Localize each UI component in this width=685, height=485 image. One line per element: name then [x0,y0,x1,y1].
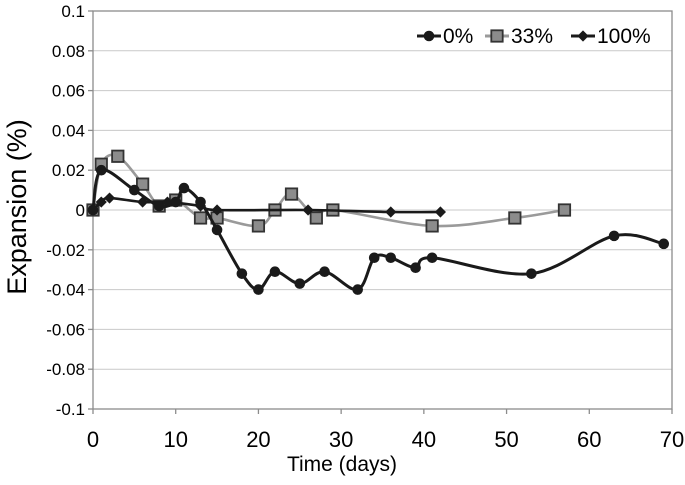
data-point-0pct [253,284,264,295]
series-line-100pct [91,196,442,214]
y-tick-label: 0.04 [52,121,85,140]
data-point-100pct [434,206,446,218]
data-point-33pct [193,211,208,225]
data-point-33pct [309,211,323,225]
legend-marker-33pct [490,29,504,43]
data-point-0pct [95,164,107,176]
y-tick-labels: 0.1 0.08 0.06 0.04 0.02 0 -0.02 -0.04 -0.06 -0.08… [46,2,85,419]
data-point-0pct [211,224,223,236]
series-0pct [87,164,670,295]
x-tick-label: 70 [660,427,684,452]
data-point-100pct [194,200,207,212]
data-point-0pct [352,284,363,295]
data-point-0pct [153,200,165,212]
data-point-33pct [557,203,572,217]
legend-item-0pct: 0% [417,25,473,48]
data-point-100pct [302,204,314,216]
gridlines [93,10,672,410]
data-point-0pct [368,252,380,264]
y-tick-label: -0.08 [46,360,85,379]
data-point-0pct [236,268,248,279]
legend-label-0pct: 0% [443,25,473,48]
data-point-33pct [111,149,125,163]
data-point-100pct [385,206,397,218]
data-point-100pct [95,196,107,208]
series-line-0pct [91,168,666,292]
data-point-100pct [87,204,99,216]
y-axis-title: Expansion (%) [2,119,32,295]
data-point-100pct [137,196,149,208]
y-tick-label: 0.06 [52,82,85,101]
legend-item-100pct: 100% [571,25,651,48]
legend-marker-100pct [577,30,589,42]
legend-label-100pct: 100% [597,25,651,48]
data-point-100pct [161,196,174,208]
data-point-0pct [269,266,281,277]
data-point-0pct [294,278,306,289]
data-point-33pct [425,219,439,233]
y-tick-label: -0.02 [46,241,85,260]
series-100pct [87,192,446,218]
data-point-33pct [136,177,150,191]
y-tick-label: 0.02 [52,161,85,180]
data-point-33pct [284,187,299,201]
legend-item-33pct: 33% [485,25,553,48]
x-tick-label: 30 [329,427,353,452]
data-point-0pct [319,266,330,277]
data-point-33pct [508,211,522,225]
legend: 0% 33% 100% [417,25,651,48]
data-point-0pct [385,252,397,264]
series-33pct [86,149,572,233]
data-point-0pct [410,262,421,274]
series-line-33pct [91,153,566,228]
y-tick-label: -0.06 [46,320,85,339]
x-tick-label: 10 [163,427,187,452]
data-point-0pct [658,238,670,250]
data-point-0pct [608,230,620,242]
data-point-0pct [178,182,190,194]
legend-marker-0pct [423,30,435,42]
y-tick-label: 0 [76,201,85,220]
x-tick-labels: 0 10 20 30 40 50 60 70 [87,427,684,452]
data-point-0pct [526,268,537,279]
y-tick-label: 0.1 [61,2,85,21]
data-point-0pct [426,252,438,264]
x-tick-label: 40 [412,427,436,452]
y-tick-label: -0.1 [56,400,85,419]
x-tick-label: 50 [494,427,518,452]
x-tick-label: 60 [577,427,601,452]
legend-label-33pct: 33% [511,25,553,48]
x-tick-label: 20 [246,427,270,452]
y-tick-label: -0.04 [46,281,85,300]
data-point-100pct [103,192,116,204]
x-axis-title: Time (days) [287,453,397,476]
y-tick-label: 0.08 [52,42,85,61]
data-point-100pct [211,204,223,216]
x-tick-label: 0 [87,427,99,452]
data-series [86,149,670,295]
data-point-33pct [251,219,266,233]
data-point-0pct [129,184,140,196]
